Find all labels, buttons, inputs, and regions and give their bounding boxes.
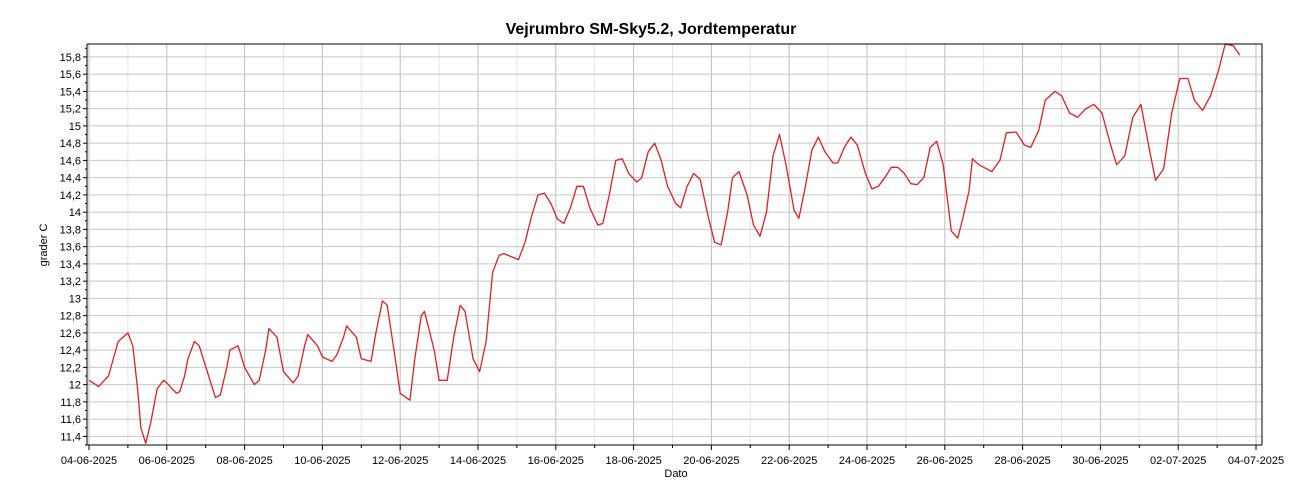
x-tick-label: 24-06-2025 [839,455,895,467]
y-tick-label: 11,8 [60,397,81,409]
y-tick-label: 11,6 [60,414,81,426]
x-axis-label: Dato [664,468,687,480]
y-tick-label: 13 [69,293,81,305]
y-tick-label: 11,4 [60,431,81,443]
horizontal-gridlines [87,56,1262,437]
y-tick-label: 15,8 [60,52,81,64]
y-tick-label: 12 [69,380,81,392]
y-tick-label: 13,4 [60,259,81,271]
x-tick-label: 04-07-2025 [1228,455,1284,467]
x-tick-label: 20-06-2025 [683,455,739,467]
x-tick-label: 22-06-2025 [761,455,817,467]
x-tick-label: 12-06-2025 [372,455,428,467]
plot-area [87,44,1262,445]
y-tick-label: 14,4 [60,173,81,185]
chart-title: Vejrumbro SM-Sky5.2, Jordtemperatur [506,21,797,38]
x-tick-label: 18-06-2025 [605,455,661,467]
x-axis-ticks: 04-06-2025 06-06-2025 08-06-2025 10-06-2025… [61,445,1284,467]
y-tick-label: 12,4 [60,345,81,357]
x-tick-label: 06-06-2025 [139,455,195,467]
y-tick-label: 15,4 [60,86,81,98]
y-tick-label: 13,2 [60,276,81,288]
x-tick-label: 10-06-2025 [294,455,350,467]
x-tick-label: 08-06-2025 [216,455,272,467]
y-tick-label: 15,6 [60,69,81,81]
y-tick-label: 12,2 [60,362,81,374]
y-axis-label: grader C [38,224,50,267]
x-tick-label: 28-06-2025 [994,455,1050,467]
y-tick-label: 14,2 [60,190,81,202]
y-tick-label: 15 [69,121,81,133]
y-axis-ticks: 11,4 11,6 11,8 12 12,2 12,4 12,6 12,8 13 13,2 13,4… [60,47,87,446]
y-tick-label: 12,6 [60,328,81,340]
x-tick-label: 14-06-2025 [450,455,506,467]
x-tick-label: 02-07-2025 [1150,455,1206,467]
vertical-gridlines [88,44,1257,445]
x-tick-label: 04-06-2025 [61,455,117,467]
y-tick-label: 12,8 [60,311,81,323]
y-tick-label: 13,6 [60,242,81,254]
x-tick-label: 30-06-2025 [1072,455,1128,467]
y-tick-label: 14,8 [60,138,81,150]
x-tick-label: 16-06-2025 [528,455,584,467]
y-tick-label: 14 [69,207,81,219]
y-tick-label: 13,8 [60,224,81,236]
y-tick-label: 15,2 [60,104,81,116]
x-tick-label: 26-06-2025 [917,455,973,467]
series-line-jordtemperatur [88,43,1241,444]
y-tick-label: 14,6 [60,155,81,167]
